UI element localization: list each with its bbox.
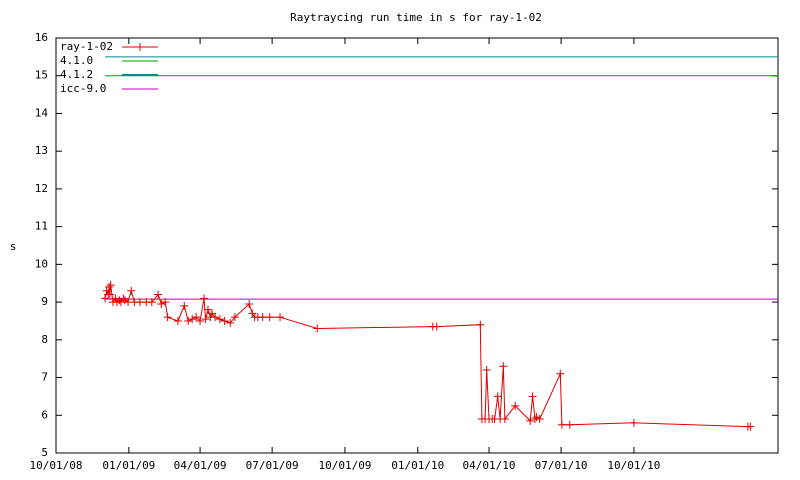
point-marker: [180, 301, 189, 310]
point-marker: [528, 392, 537, 401]
point-marker: [106, 281, 115, 290]
x-tick-label: 07/01/09: [246, 459, 299, 472]
point-marker: [499, 362, 508, 371]
legend-label: 4.1.2: [60, 68, 93, 81]
point-marker: [201, 315, 210, 324]
x-tick-label: 01/01/10: [391, 459, 444, 472]
point-marker: [211, 313, 220, 322]
x-tick-label: 04/01/10: [463, 459, 516, 472]
y-tick-label: 13: [35, 144, 48, 157]
y-axis-label: s: [10, 240, 17, 253]
point-marker: [119, 294, 128, 303]
point-marker: [204, 305, 212, 314]
chart-title: Raytraycing run time in s for ray-1-02: [290, 11, 542, 24]
point-marker: [629, 418, 638, 427]
point-marker: [163, 313, 172, 322]
point-marker: [220, 316, 229, 325]
point-marker: [245, 299, 254, 308]
point-marker: [511, 401, 520, 410]
point-marker: [184, 316, 193, 325]
point-marker: [500, 415, 509, 424]
point-marker: [105, 290, 114, 299]
y-tick-label: 8: [41, 333, 48, 346]
legend-label: 4.1.0: [60, 54, 93, 67]
point-marker: [215, 315, 224, 324]
x-tick-label: 01/01/09: [102, 459, 155, 472]
legend-label: icc-9.0: [60, 82, 106, 95]
point-marker: [154, 290, 163, 299]
point-marker: [188, 315, 197, 324]
point-marker: [200, 294, 209, 303]
y-tick-label: 16: [35, 31, 48, 44]
y-tick-label: 15: [35, 69, 48, 82]
legend-marker: [136, 43, 144, 51]
x-tick-label: 10/01/08: [30, 459, 83, 472]
y-tick-label: 6: [41, 408, 48, 421]
x-tick-label: 04/01/09: [174, 459, 227, 472]
point-marker: [556, 369, 565, 378]
x-tick-label: 10/01/09: [318, 459, 371, 472]
point-marker: [226, 318, 235, 327]
y-tick-label: 9: [41, 295, 48, 308]
point-marker: [207, 309, 216, 318]
point-marker: [276, 313, 285, 322]
point-marker: [482, 366, 491, 374]
point-marker: [258, 313, 267, 322]
point-marker: [120, 296, 129, 305]
y-tick-label: 14: [35, 106, 49, 119]
point-marker: [526, 416, 535, 425]
point-marker: [196, 316, 205, 325]
point-marker: [557, 420, 566, 429]
point-marker: [535, 415, 544, 424]
y-tick-label: 12: [35, 182, 48, 195]
point-marker: [192, 313, 201, 322]
point-marker: [157, 299, 166, 308]
legend-label: ray-1-02: [60, 40, 113, 53]
point-marker: [476, 320, 485, 329]
point-marker: [565, 420, 574, 429]
plot-border: [55, 37, 779, 454]
point-marker: [746, 422, 755, 431]
point-marker: [101, 294, 110, 303]
point-marker: [432, 322, 441, 331]
x-tick-label: 07/01/10: [535, 459, 588, 472]
point-marker: [265, 313, 274, 322]
point-marker: [173, 316, 182, 325]
y-tick-label: 5: [41, 446, 48, 459]
point-marker: [230, 313, 239, 322]
point-marker: [493, 392, 502, 401]
point-marker: [111, 294, 120, 303]
x-tick-label: 10/01/10: [607, 459, 660, 472]
point-marker: [105, 283, 114, 291]
y-tick-label: 10: [35, 257, 48, 270]
point-marker: [127, 286, 136, 295]
y-tick-label: 7: [41, 371, 48, 384]
point-marker: [313, 324, 322, 333]
y-tick-label: 11: [35, 220, 48, 233]
